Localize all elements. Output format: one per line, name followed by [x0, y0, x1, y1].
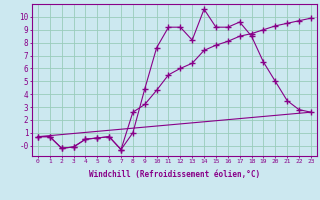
X-axis label: Windchill (Refroidissement éolien,°C): Windchill (Refroidissement éolien,°C) — [89, 170, 260, 179]
